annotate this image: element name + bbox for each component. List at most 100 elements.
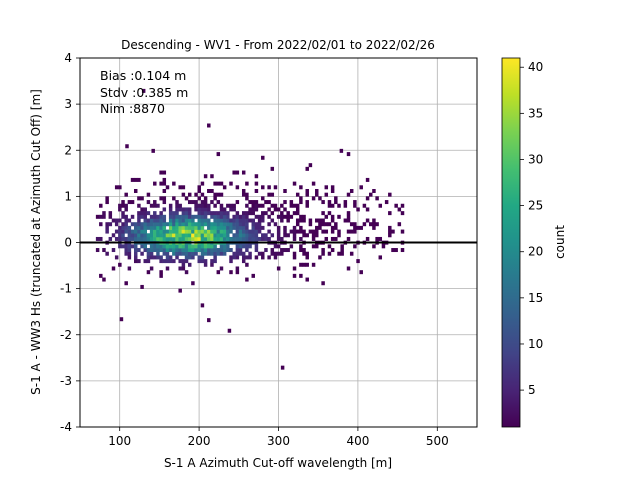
heatmap-cell — [187, 222, 192, 227]
heatmap-cell — [270, 218, 275, 223]
heatmap-cell — [203, 214, 208, 219]
heatmap-cell — [153, 214, 157, 219]
heatmap-cell — [130, 236, 135, 241]
heatmap-cell — [207, 188, 211, 193]
heatmap-cell — [241, 236, 246, 241]
heatmap-cell — [168, 244, 173, 249]
heatmap-cell — [200, 181, 205, 186]
heatmap-cell — [219, 222, 224, 227]
heatmap-cell — [156, 233, 160, 238]
heatmap-cell — [133, 248, 138, 253]
heatmap-cell — [273, 251, 278, 256]
heatmap-cell — [254, 244, 259, 249]
heatmap-cell — [140, 214, 144, 219]
heatmap-cell — [216, 233, 221, 238]
heatmap-cell — [159, 225, 163, 230]
heatmap-cell — [311, 181, 316, 186]
heatmap-cell — [245, 236, 249, 241]
heatmap-cell — [159, 229, 163, 234]
heatmap-cell — [130, 229, 135, 234]
heatmap-cell — [356, 225, 360, 230]
heatmap-cell — [121, 211, 125, 216]
x-axis-label: S-1 A Azimuth Cut-off wavelength [m] — [164, 456, 392, 470]
heatmap-cell — [178, 185, 182, 190]
heatmap-cell — [299, 262, 303, 267]
heatmap-cell — [210, 214, 214, 219]
heatmap-cell — [318, 225, 322, 230]
heatmap-cell — [207, 229, 211, 234]
heatmap-cell — [143, 233, 147, 238]
heatmap-cell — [203, 200, 208, 205]
heatmap-cell — [197, 185, 201, 190]
heatmap-cell — [181, 233, 186, 238]
heatmap-cell — [146, 259, 151, 264]
heatmap-cell — [162, 218, 167, 223]
heatmap-cell — [261, 251, 265, 256]
heatmap-cell — [308, 229, 313, 234]
heatmap-cell — [178, 214, 182, 219]
heatmap-cell — [289, 203, 294, 208]
heatmap-cell — [400, 211, 405, 216]
heatmap-cell — [315, 233, 319, 238]
heatmap-cell — [219, 244, 224, 249]
heatmap-cell — [226, 218, 230, 223]
heatmap-cell — [149, 251, 154, 256]
heatmap-cell — [353, 244, 357, 249]
heatmap-cell — [375, 196, 379, 201]
heatmap-cell — [203, 211, 208, 216]
heatmap-cell — [102, 277, 106, 282]
heatmap-cell — [232, 222, 236, 227]
heatmap-cell — [226, 214, 230, 219]
heatmap-cell — [305, 277, 309, 282]
x-tick-label: 400 — [346, 434, 369, 448]
heatmap-cell — [178, 259, 182, 264]
heatmap-cell — [168, 248, 173, 253]
heatmap-cell — [235, 218, 240, 223]
heatmap-cell — [127, 233, 132, 238]
heatmap-cell — [159, 218, 163, 223]
heatmap-cell — [178, 203, 182, 208]
heatmap-cell — [305, 251, 309, 256]
heatmap-cell — [248, 251, 252, 256]
heatmap-cell — [216, 200, 221, 205]
heatmap-cell — [229, 225, 233, 230]
heatmap-cell — [248, 207, 252, 212]
heatmap-cell — [241, 170, 246, 175]
heatmap-cell — [321, 248, 325, 253]
heatmap-cell — [349, 188, 354, 193]
heatmap-cell — [140, 284, 144, 289]
heatmap-cell — [311, 244, 316, 249]
heatmap-cell — [140, 211, 144, 216]
heatmap-cell — [194, 222, 198, 227]
heatmap-cell — [159, 211, 163, 216]
heatmap-cell — [365, 207, 370, 212]
heatmap-cell — [254, 255, 259, 260]
heatmap-cell — [213, 211, 217, 216]
heatmap-cell — [187, 225, 192, 230]
colorbar-tick-label: 25 — [528, 199, 543, 213]
heatmap-cell — [292, 233, 297, 238]
heatmap-cell — [248, 200, 252, 205]
heatmap-cell — [181, 192, 186, 197]
heatmap-cell — [184, 270, 189, 275]
heatmap-cell — [172, 251, 176, 256]
heatmap-cell — [146, 222, 151, 227]
y-tick-label: 1 — [64, 189, 72, 203]
heatmap-cell — [159, 273, 163, 278]
heatmap-cell — [219, 248, 224, 253]
heatmap-cell — [203, 248, 208, 253]
heatmap-cell — [99, 214, 103, 219]
heatmap-cell — [337, 229, 341, 234]
heatmap-cell — [187, 207, 192, 212]
heatmap-cell — [194, 229, 198, 234]
heatmap-cell — [295, 203, 300, 208]
heatmap-cell — [238, 233, 243, 238]
heatmap-cell — [210, 244, 214, 249]
heatmap-cell — [343, 200, 348, 205]
heatmap-cell — [130, 244, 135, 249]
heatmap-cell — [178, 229, 182, 234]
heatmap-cell — [140, 196, 144, 201]
heatmap-cell — [121, 222, 125, 227]
heatmap-cell — [200, 251, 205, 256]
heatmap-cell — [261, 236, 265, 241]
